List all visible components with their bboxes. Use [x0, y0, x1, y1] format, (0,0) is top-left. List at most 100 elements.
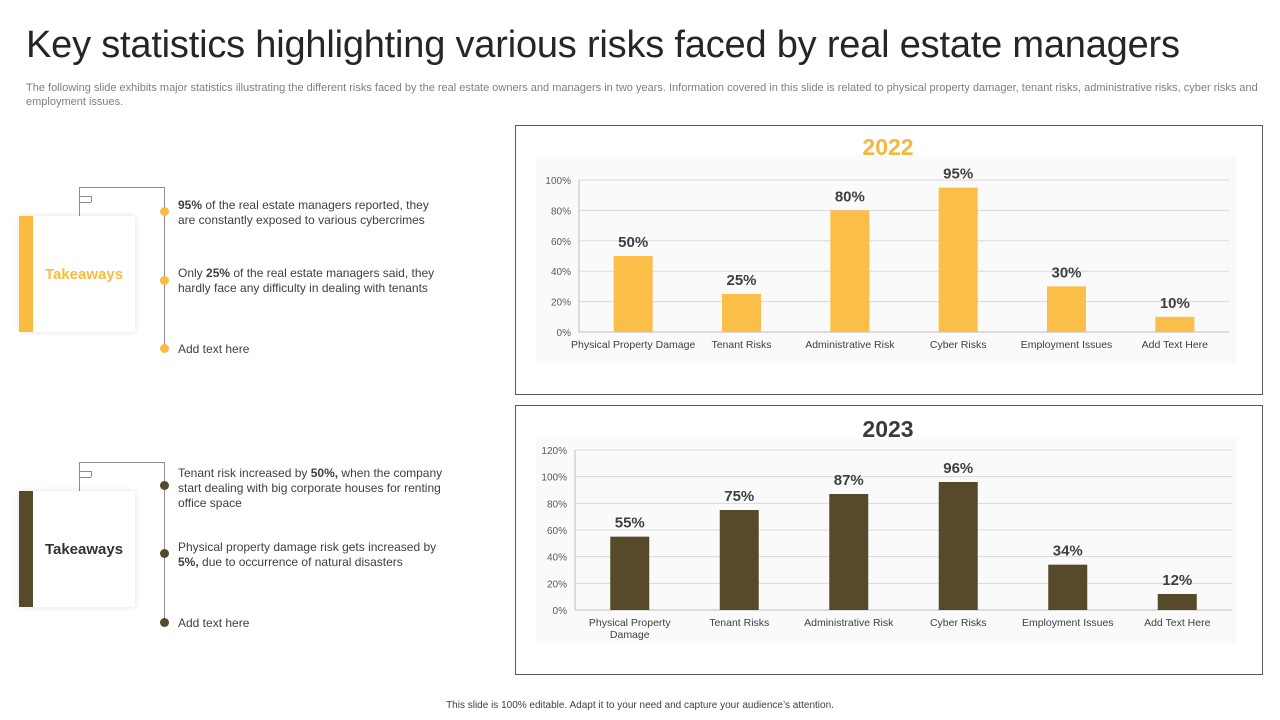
data-label: 34%	[1053, 543, 1083, 560]
takeaways-card: Takeaways	[19, 216, 135, 332]
chart-2023: 2023 0% 20% 40% 60% 80% 100% 120% 55% Physical Pr…	[515, 405, 1263, 675]
y-tick-label: 20%	[551, 298, 571, 309]
x-tick-label: Physical Property Damage	[571, 339, 695, 351]
takeaways-label: Takeaways	[44, 265, 124, 283]
footer-note: This slide is 100% editable. Adapt it to…	[446, 700, 834, 711]
takeaways-accent-bar	[19, 216, 33, 332]
bullet-text: Physical property damage risk gets incre…	[178, 540, 437, 554]
bar-chart-2022: 2022 0% 20% 40% 60% 80% 100% 50% Physical Proper…	[536, 134, 1236, 364]
bar	[722, 294, 761, 332]
bar	[1048, 564, 1088, 610]
connector-notch-b	[79, 202, 91, 203]
y-tick-label: 40%	[547, 553, 567, 564]
data-label: 10%	[1160, 295, 1190, 312]
page-subtitle: The following slide exhibits major stati…	[26, 82, 1258, 108]
x-tick-label: Administrative Risk	[804, 617, 894, 629]
connector-left	[79, 187, 80, 216]
connector-notch-b	[79, 477, 91, 478]
x-tick-label: Cyber Risks	[930, 339, 987, 351]
y-tick-label: 80%	[547, 499, 567, 510]
takeaway-bullet: Tenant risk increased by 50%, when the c…	[178, 466, 448, 511]
connector-notch-v	[91, 196, 92, 202]
bullet-dot	[160, 481, 169, 490]
bar	[830, 210, 870, 332]
takeaways-card: Takeaways	[19, 491, 135, 607]
takeaways-label: Takeaways	[44, 540, 124, 558]
data-label: 55%	[615, 515, 645, 532]
bullet-text: Add text here	[178, 342, 250, 356]
y-tick-label: 20%	[547, 579, 567, 590]
timeline-line	[164, 187, 165, 349]
y-tick-label: 100%	[541, 473, 567, 484]
data-label: 30%	[1051, 264, 1081, 281]
bullet-text: due to occurrence of natural disasters	[198, 555, 403, 569]
connector-notch	[79, 196, 91, 197]
data-label: 96%	[943, 460, 973, 477]
x-tick-label: Cyber Risks	[930, 617, 987, 629]
bullet-text: when the company start dealing with big …	[178, 466, 443, 510]
connector-notch	[79, 471, 91, 472]
takeaways-accent-bar	[19, 491, 33, 607]
data-label: 87%	[834, 472, 864, 489]
y-tick-label: 100%	[545, 176, 571, 187]
y-tick-label: 120%	[541, 446, 567, 457]
chart-title: 2022	[862, 134, 913, 160]
bar	[938, 482, 978, 610]
timeline-line	[164, 462, 165, 623]
bullet-dot	[160, 344, 169, 353]
y-tick-label: 0%	[553, 606, 568, 617]
x-tick-label: Add Text Here	[1144, 617, 1211, 629]
connector-top	[79, 187, 165, 188]
bullet-dot	[160, 618, 169, 627]
bar	[1157, 594, 1197, 610]
bar	[610, 536, 650, 610]
bullet-text: of the real estate managers said, they h…	[178, 266, 435, 295]
takeaway-bullet: 95% of the real estate managers reported…	[178, 198, 448, 228]
x-tick-label: Tenant Risks	[709, 617, 769, 629]
connector-left	[79, 462, 80, 491]
y-tick-label: 60%	[547, 526, 567, 537]
data-label: 25%	[726, 272, 756, 289]
page-title: Key statistics highlighting various risk…	[26, 24, 1180, 66]
bullet-text: Only	[178, 266, 207, 280]
bar-chart-2023: 2023 0% 20% 40% 60% 80% 100% 120% 55% Physical Pr…	[536, 416, 1236, 644]
x-tick-label: Tenant Risks	[711, 339, 771, 351]
bar	[829, 494, 869, 610]
chart-2022: 2022 0% 20% 40% 60% 80% 100% 50% Physical Proper…	[515, 125, 1263, 395]
x-tick-label: Employment Issues	[1021, 339, 1113, 351]
data-label: 75%	[724, 488, 754, 505]
data-label: 50%	[618, 234, 648, 251]
data-label: 80%	[835, 188, 865, 205]
y-tick-label: 80%	[551, 206, 571, 217]
y-tick-label: 60%	[551, 237, 571, 248]
bullet-text: of the real estate managers reported, th…	[178, 198, 429, 227]
y-tick-label: 0%	[557, 328, 572, 339]
chart-title: 2023	[862, 416, 913, 442]
bullet-dot	[160, 207, 169, 216]
x-tick-label: Physical Property Damage	[589, 617, 671, 641]
bullet-highlight: 5%,	[178, 555, 199, 569]
connector-notch-v	[91, 471, 92, 477]
bar	[938, 187, 978, 332]
bullet-text: Add text here	[178, 616, 250, 630]
y-tick-label: 40%	[551, 267, 571, 278]
data-label: 12%	[1162, 572, 1192, 589]
x-tick-label: Administrative Risk	[805, 339, 895, 351]
bullet-highlight: 95%	[178, 198, 203, 212]
bar	[719, 510, 759, 610]
takeaway-bullet: Add text here	[178, 342, 448, 357]
chart-panel	[536, 156, 1236, 364]
x-tick-label: Add Text Here	[1142, 339, 1209, 351]
takeaway-bullet: Physical property damage risk gets incre…	[178, 540, 448, 570]
x-tick-label: Employment Issues	[1022, 617, 1114, 629]
bullet-highlight: 50%,	[310, 466, 339, 480]
bullet-text: Tenant risk increased by	[178, 466, 311, 480]
bar	[1155, 316, 1195, 332]
bullet-dot	[160, 276, 169, 285]
takeaway-bullet: Only 25% of the real estate managers sai…	[178, 266, 448, 296]
data-label: 95%	[943, 166, 973, 183]
connector-top	[79, 462, 165, 463]
takeaway-bullet: Add text here	[178, 616, 448, 631]
bar	[613, 256, 653, 332]
bullet-dot	[160, 549, 169, 558]
